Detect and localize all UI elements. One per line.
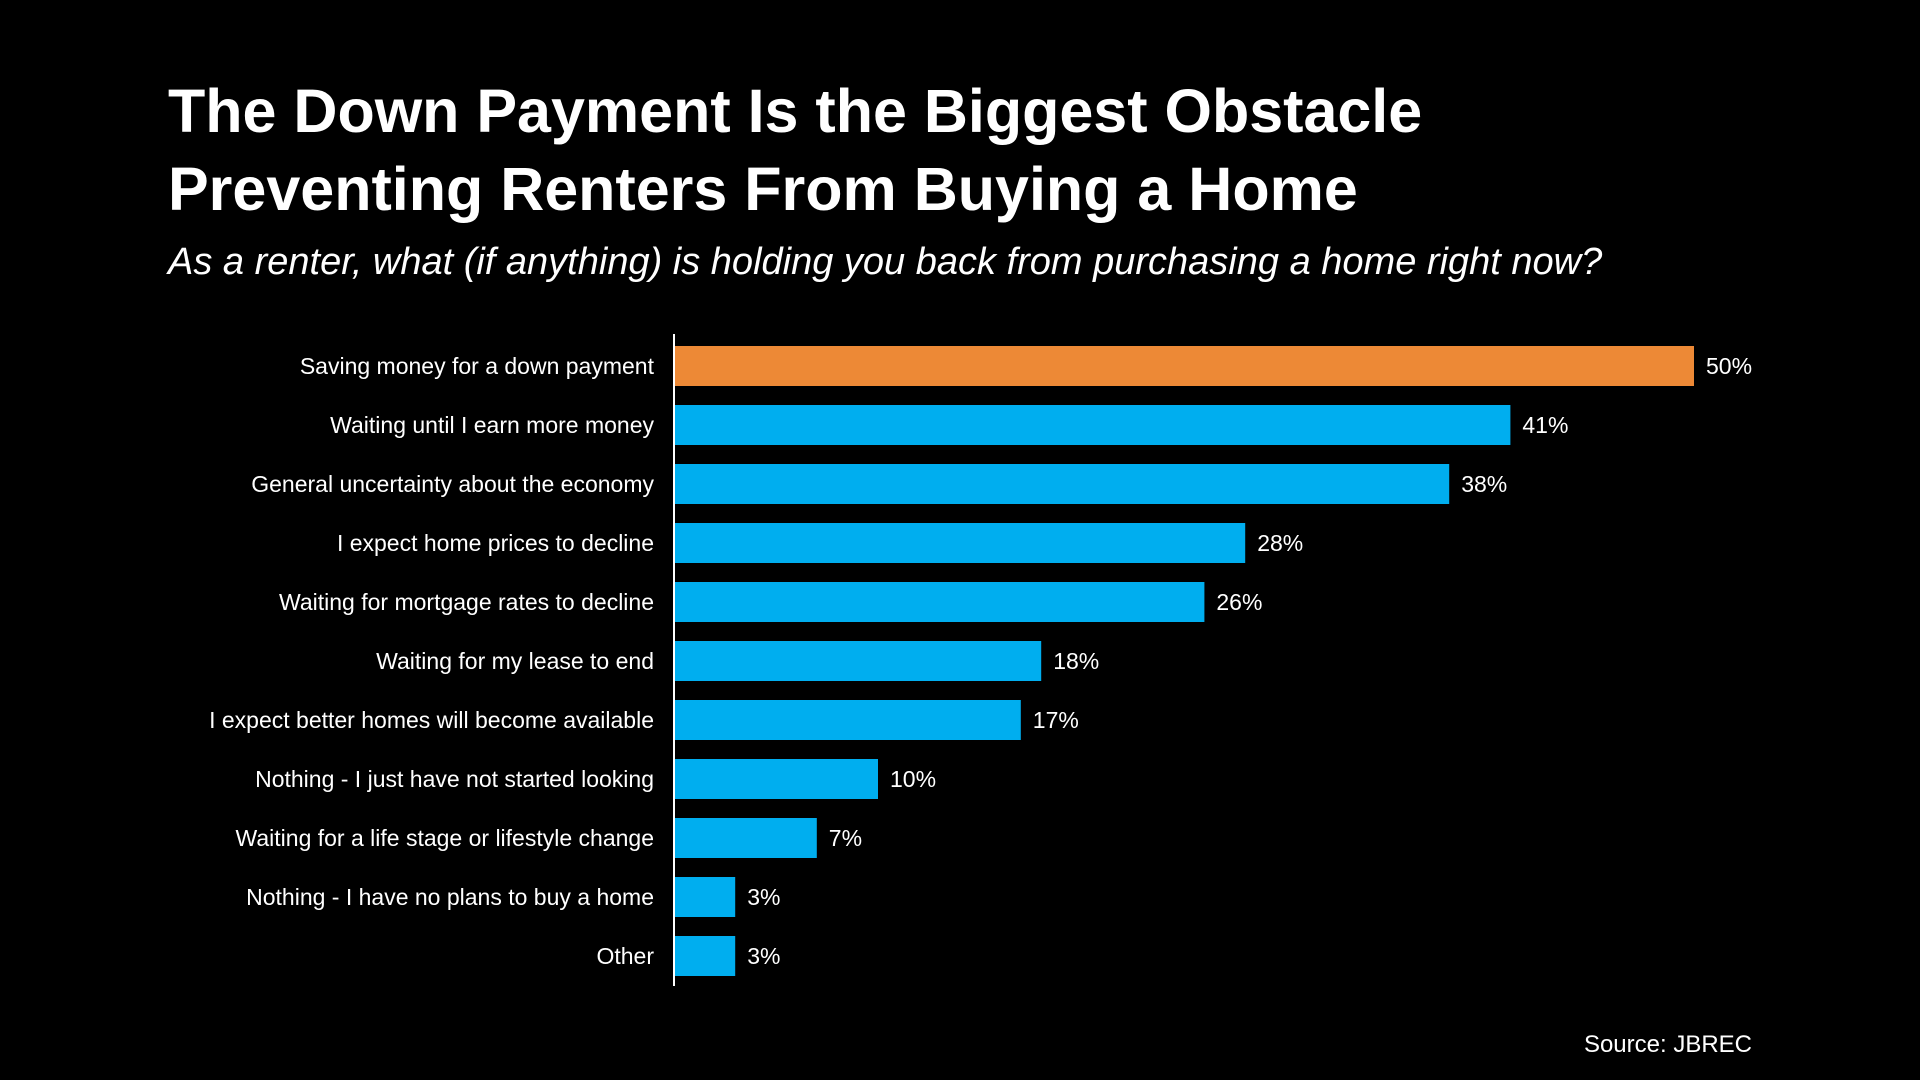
data-label: 38% (1461, 471, 1507, 497)
data-label: 17% (1033, 707, 1079, 733)
data-label: 26% (1216, 589, 1262, 615)
title-line-1: The Down Payment Is the Biggest Obstacle (168, 77, 1423, 145)
bar (674, 877, 736, 917)
category-label: Waiting for a life stage or lifestyle ch… (236, 825, 654, 851)
data-label: 7% (829, 825, 862, 851)
bar (674, 818, 817, 858)
bar (674, 641, 1042, 681)
category-label: Waiting for my lease to end (376, 648, 654, 674)
category-label: I expect home prices to decline (337, 530, 654, 556)
category-label: Other (596, 943, 654, 969)
data-label: 28% (1257, 530, 1303, 556)
chart-subtitle: As a renter, what (if anything) is holdi… (168, 241, 1603, 283)
category-label: Saving money for a down payment (300, 353, 655, 379)
chart-title: The Down Payment Is the Biggest Obstacle… (168, 72, 1818, 228)
bar (674, 523, 1246, 563)
category-label: Nothing - I have no plans to buy a home (246, 884, 654, 910)
data-label: 18% (1053, 648, 1099, 674)
source-note: Source: JBREC (1583, 1031, 1752, 1058)
bar (674, 405, 1511, 445)
data-label: 10% (890, 766, 936, 792)
category-label: I expect better homes will become availa… (209, 707, 654, 733)
title-line-2: Preventing Renters From Buying a Home (168, 155, 1358, 223)
data-label: 3% (747, 943, 780, 969)
category-label: Waiting until I earn more money (330, 412, 654, 438)
bar (674, 936, 736, 976)
category-label: General uncertainty about the economy (251, 471, 654, 497)
data-label: 41% (1522, 412, 1568, 438)
category-label: Nothing - I just have not started lookin… (255, 766, 654, 792)
bar (674, 759, 878, 799)
bar (674, 700, 1021, 740)
bar (674, 346, 1694, 386)
bar (674, 582, 1205, 622)
data-label: 50% (1706, 353, 1752, 379)
data-label: 3% (747, 884, 780, 910)
bar (674, 464, 1450, 504)
category-label: Waiting for mortgage rates to decline (279, 589, 654, 615)
